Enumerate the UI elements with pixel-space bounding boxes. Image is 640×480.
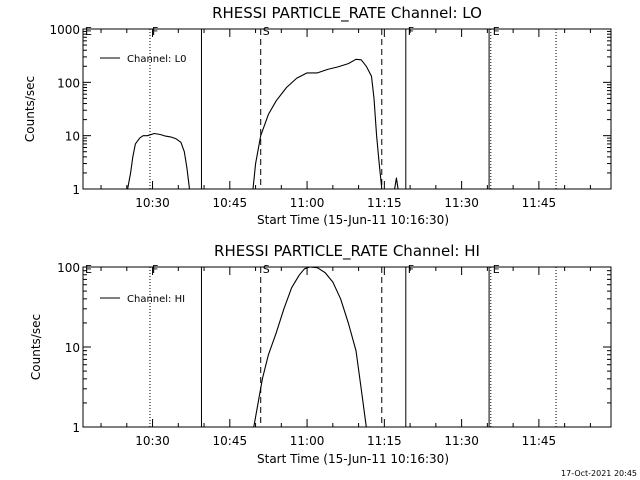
series-line — [394, 177, 399, 190]
x-axis-label: Start Time (15-Jun-11 10:16:30) — [257, 213, 449, 227]
x-axis-label: Start Time (15-Jun-11 10:16:30) — [257, 452, 449, 466]
x-tick-label: 11:00 — [290, 196, 325, 210]
y-tick-label: 10 — [65, 341, 80, 355]
y-tick-label: 1 — [72, 183, 80, 197]
series-line — [127, 132, 191, 190]
legend-label: Channel: HI — [127, 294, 185, 305]
x-tick-label: 11:00 — [290, 434, 325, 448]
marker-label: F — [152, 25, 158, 38]
x-tick-label: 10:30 — [135, 434, 170, 448]
y-tick-label: 1000 — [49, 23, 80, 37]
x-tick-label: 11:30 — [444, 196, 479, 210]
x-tick-label: 11:30 — [444, 434, 479, 448]
chart-hi-channel: RHESSI PARTICLE_RATE Channel: HI Start Ti… — [29, 242, 612, 466]
x-tick-label: 11:15 — [367, 196, 402, 210]
marker-label: E — [493, 263, 500, 276]
chart-lo-channel: RHESSI PARTICLE_RATE Channel: LO Start Ti… — [23, 4, 612, 227]
footer-timestamp: 17-Oct-2021 20:45 — [561, 469, 637, 478]
marker-label: S — [263, 25, 270, 38]
x-tick-label: 10:45 — [213, 434, 248, 448]
y-axis-label: Counts/sec — [29, 314, 43, 380]
plot-frame — [82, 266, 612, 428]
y-axis-label: Counts/sec — [23, 76, 37, 142]
x-tick-label: 11:15 — [367, 434, 402, 448]
series-line — [253, 266, 367, 428]
x-tick-label: 11:45 — [522, 434, 557, 448]
plot-frame — [82, 28, 612, 190]
y-tick-label: 1 — [72, 421, 80, 435]
chart-title: RHESSI PARTICLE_RATE Channel: HI — [214, 242, 480, 261]
series-line — [252, 58, 383, 190]
x-tick-label: 11:45 — [522, 196, 557, 210]
x-tick-label: 10:30 — [135, 196, 170, 210]
marker-label: E — [493, 25, 500, 38]
y-tick-label: 100 — [57, 76, 80, 90]
marker-label: E — [85, 25, 92, 38]
y-tick-label: 10 — [65, 130, 80, 144]
x-tick-label: 10:45 — [213, 196, 248, 210]
y-tick-label: 100 — [57, 261, 80, 275]
legend-label: Channel: L0 — [127, 54, 187, 65]
marker-label: E — [85, 263, 92, 276]
marker-label: F — [408, 263, 414, 276]
marker-label: F — [408, 25, 414, 38]
marker-label: S — [263, 263, 270, 276]
chart-title: RHESSI PARTICLE_RATE Channel: LO — [212, 4, 482, 23]
marker-label: F — [152, 263, 158, 276]
